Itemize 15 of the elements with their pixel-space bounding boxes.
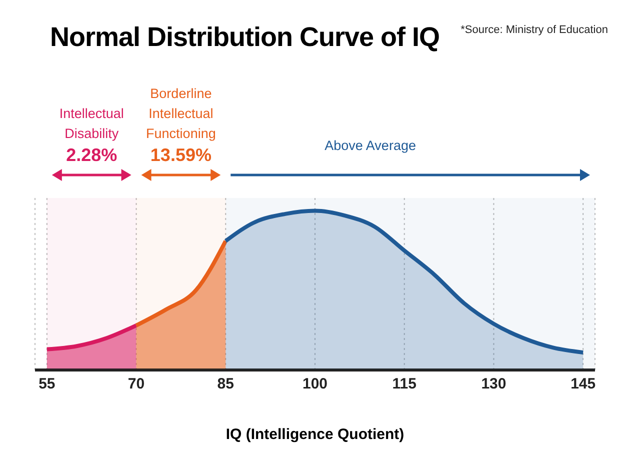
x-tick-label: 115: [392, 376, 416, 393]
x-tick-label: 130: [481, 376, 506, 393]
x-tick-label: 85: [217, 376, 234, 393]
text: 13.59%: [150, 145, 212, 165]
band-label: Intellectual Disability: [59, 106, 124, 141]
text: *Source: Ministry of Education: [460, 24, 608, 36]
x-tick-label: 70: [128, 376, 145, 393]
chart-title: Normal Distribution Curve of IQ: [50, 22, 440, 53]
band-label: Borderline Intellectual Functioning: [146, 86, 216, 141]
x-tick-label: 100: [302, 376, 328, 393]
x-tick-label: 55: [38, 376, 56, 393]
band-label: Above Average: [324, 138, 416, 153]
x-tick-label: 145: [570, 376, 596, 393]
x-axis-title: IQ (Intelligence Quotient): [224, 426, 406, 443]
text: 2.28%: [66, 145, 118, 165]
